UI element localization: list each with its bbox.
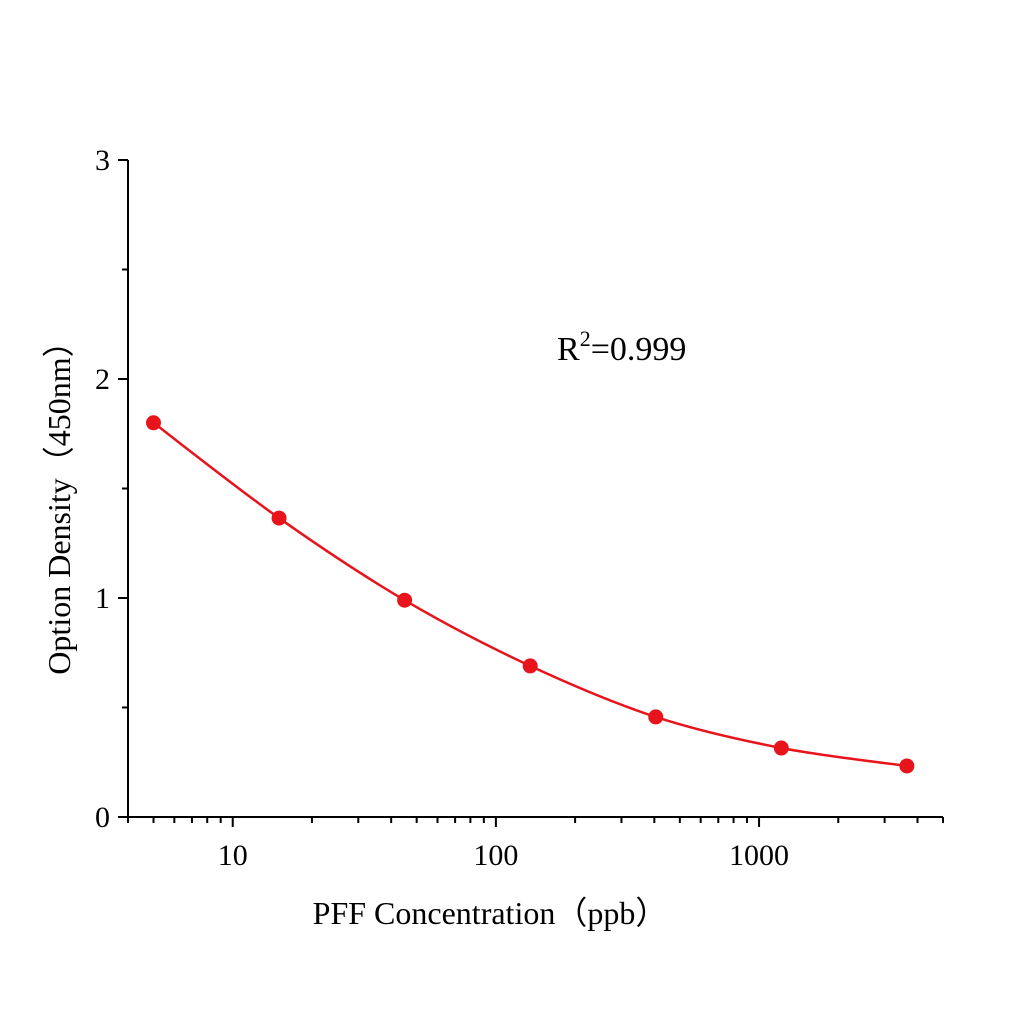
x-tick-label: 100 (473, 839, 518, 872)
y-tick-label: 2 (95, 363, 110, 396)
data-point (271, 510, 287, 526)
data-point (648, 709, 664, 725)
ticks: 0 1 2 3 10 100 1000 (95, 144, 944, 872)
x-tick-label: 10 (218, 839, 248, 872)
data-point (899, 758, 915, 774)
data-point (522, 658, 538, 674)
axes (127, 160, 943, 818)
data-point (397, 592, 413, 608)
y-tick-label: 0 (95, 801, 110, 834)
y-tick-label: 3 (95, 144, 110, 177)
fit-curve (152, 421, 908, 768)
x-tick-label: 1000 (729, 839, 789, 872)
data-point (773, 740, 789, 756)
plot-area (146, 415, 915, 774)
r-squared-annotation: R2=0.999 (557, 326, 686, 368)
y-axis-label: Option Density（450nm） (41, 325, 77, 674)
x-axis-label: PFF Concentration（ppb） (313, 895, 668, 931)
data-point (146, 415, 162, 431)
y-tick-label: 1 (95, 582, 110, 615)
